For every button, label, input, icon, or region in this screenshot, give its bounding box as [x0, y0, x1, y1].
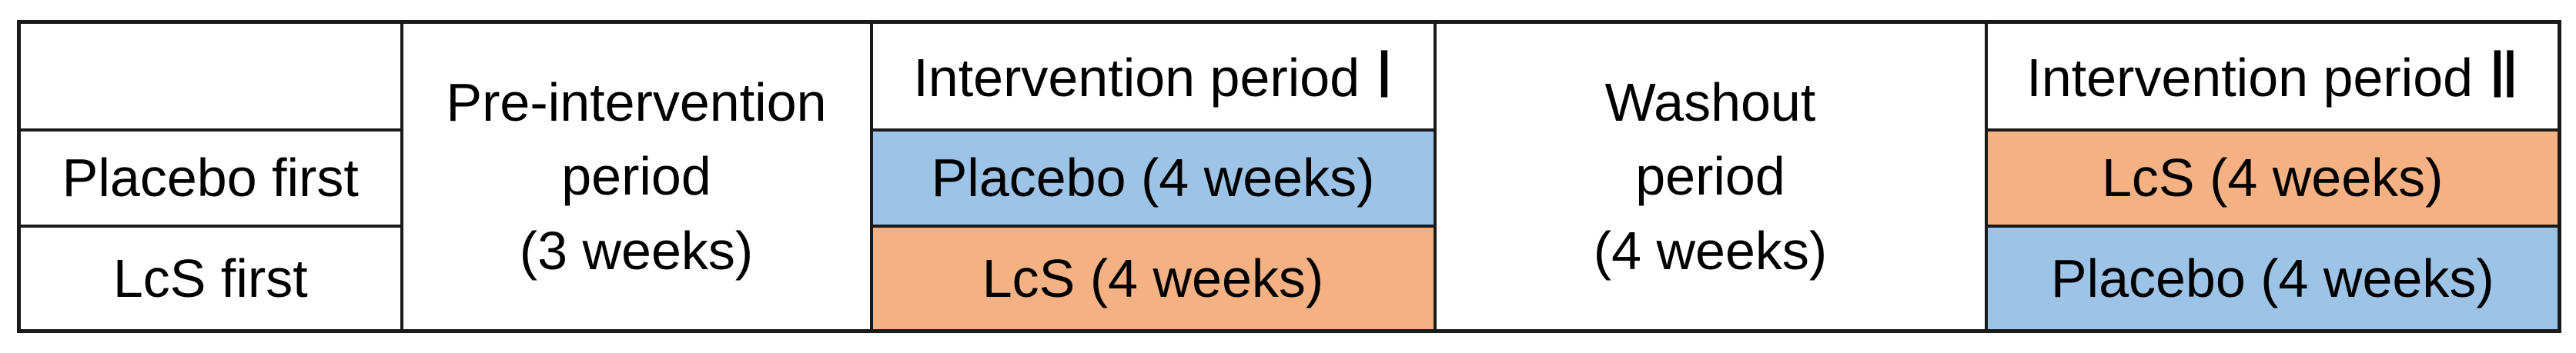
- placebo-first-label-cell: Placebo first: [17, 128, 403, 228]
- study-design-table: Pre-intervention period (3 weeks) Interv…: [17, 20, 2561, 333]
- placebo-first-period2-cell: LcS (4 weeks): [1984, 128, 2561, 228]
- lcs-first-label-cell: LcS first: [17, 224, 403, 333]
- pre-intervention-line-3: (3 weeks): [519, 220, 754, 281]
- washout-line-3: (4 weeks): [1593, 220, 1828, 281]
- intervention-period-2-header-cell: Intervention period Ⅱ: [1984, 20, 2561, 132]
- header-row: Pre-intervention period (3 weeks) Interv…: [17, 20, 2561, 333]
- pre-intervention-line-2: period: [561, 146, 711, 207]
- intervention-period-2-label: Intervention period: [2026, 48, 2474, 108]
- pre-intervention-period-cell: Pre-intervention period (3 weeks): [400, 20, 873, 333]
- intervention-period-2-numeral: Ⅱ: [2487, 39, 2520, 112]
- intervention-period-1-label: Intervention period: [913, 48, 1360, 108]
- lcs-first-period2-cell: Placebo (4 weeks): [1984, 224, 2561, 333]
- washout-line-2: period: [1635, 146, 1785, 207]
- intervention-period-1-numeral: Ⅰ: [1374, 39, 1394, 112]
- washout-line-1: Washout: [1604, 72, 1816, 132]
- washout-period-cell: Washout period (4 weeks): [1433, 20, 1988, 333]
- placebo-first-row: Placebo first Placebo (4 weeks) LcS (4 w…: [17, 128, 2561, 228]
- lcs-first-period1-cell: LcS (4 weeks): [869, 224, 1437, 333]
- intervention-period-1-header-cell: Intervention period Ⅰ: [869, 20, 1437, 132]
- corner-cell: [17, 20, 403, 132]
- lcs-first-row: LcS first LcS (4 weeks) Placebo (4 weeks…: [17, 224, 2561, 333]
- pre-intervention-line-1: Pre-intervention: [446, 72, 827, 132]
- placebo-first-period1-cell: Placebo (4 weeks): [869, 128, 1437, 228]
